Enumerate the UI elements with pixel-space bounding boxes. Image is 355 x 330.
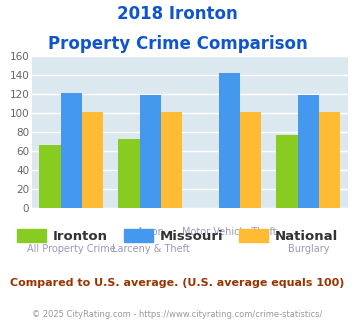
Text: 2018 Ironton: 2018 Ironton bbox=[117, 5, 238, 23]
Text: Burglary: Burglary bbox=[288, 244, 329, 254]
Text: Arson: Arson bbox=[136, 227, 164, 237]
Bar bbox=[219, 73, 240, 208]
Bar bbox=[240, 112, 261, 208]
Text: Motor Vehicle Theft: Motor Vehicle Theft bbox=[182, 227, 277, 237]
Bar bbox=[277, 135, 298, 208]
Text: © 2025 CityRating.com - https://www.cityrating.com/crime-statistics/: © 2025 CityRating.com - https://www.city… bbox=[32, 310, 323, 318]
Bar bbox=[39, 145, 61, 208]
Bar bbox=[161, 112, 182, 208]
Legend: Ironton, Missouri, National: Ironton, Missouri, National bbox=[12, 223, 343, 248]
Bar bbox=[140, 95, 161, 208]
Bar bbox=[319, 112, 340, 208]
Bar bbox=[119, 139, 140, 208]
Text: Compared to U.S. average. (U.S. average equals 100): Compared to U.S. average. (U.S. average … bbox=[10, 278, 345, 288]
Text: Property Crime Comparison: Property Crime Comparison bbox=[48, 35, 307, 53]
Bar bbox=[61, 93, 82, 208]
Text: Larceny & Theft: Larceny & Theft bbox=[111, 244, 189, 254]
Text: All Property Crime: All Property Crime bbox=[27, 244, 116, 254]
Bar bbox=[82, 112, 103, 208]
Bar bbox=[298, 95, 319, 208]
